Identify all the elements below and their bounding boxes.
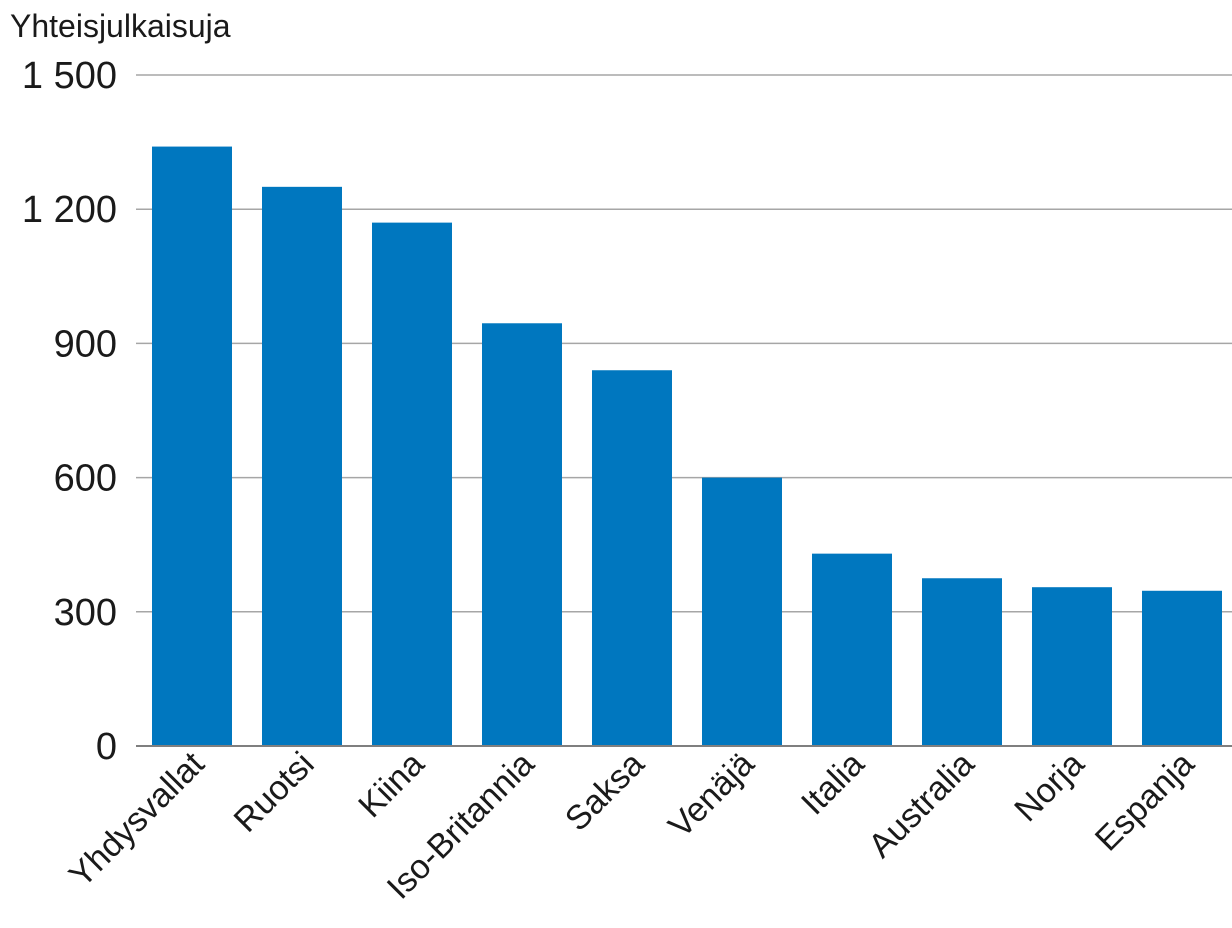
bar-yhdysvallat [152,146,232,746]
x-tick-label: Saksa [558,745,652,839]
bar-kiina [372,222,452,746]
bar-saksa [592,370,672,746]
y-tick-label: 0 [96,726,117,768]
y-tick-label: 1 200 [22,189,117,231]
y-tick-label: 1 500 [22,55,117,97]
y-tick-label: 900 [54,323,117,365]
bar-italia [812,553,892,746]
bars [152,146,1222,747]
x-tick-label: Australia [861,745,981,865]
y-axis-title: Yhteisjulkaisuja [10,8,231,44]
y-tick-label: 300 [54,592,117,634]
bar-ruotsi [262,186,342,747]
bar-australia [922,578,1002,746]
bar-ven-j- [702,477,782,746]
x-tick-label: Espanja [1088,745,1202,859]
x-tick-label: Norja [1007,745,1091,829]
y-axis-ticks: 0 300 600 900 1 200 1 500 [22,55,117,768]
bar-espanja [1142,590,1222,746]
x-tick-label: Ruotsi [227,745,322,840]
y-tick-label: 600 [54,458,117,500]
bar-norja [1032,587,1112,746]
x-tick-label: Kiina [351,745,431,825]
x-tick-label: Venäjä [661,745,761,845]
bar-iso-britannia [482,323,562,746]
x-tick-label: Italia [794,745,872,823]
x-tick-label: Yhdysvallat [62,744,212,894]
